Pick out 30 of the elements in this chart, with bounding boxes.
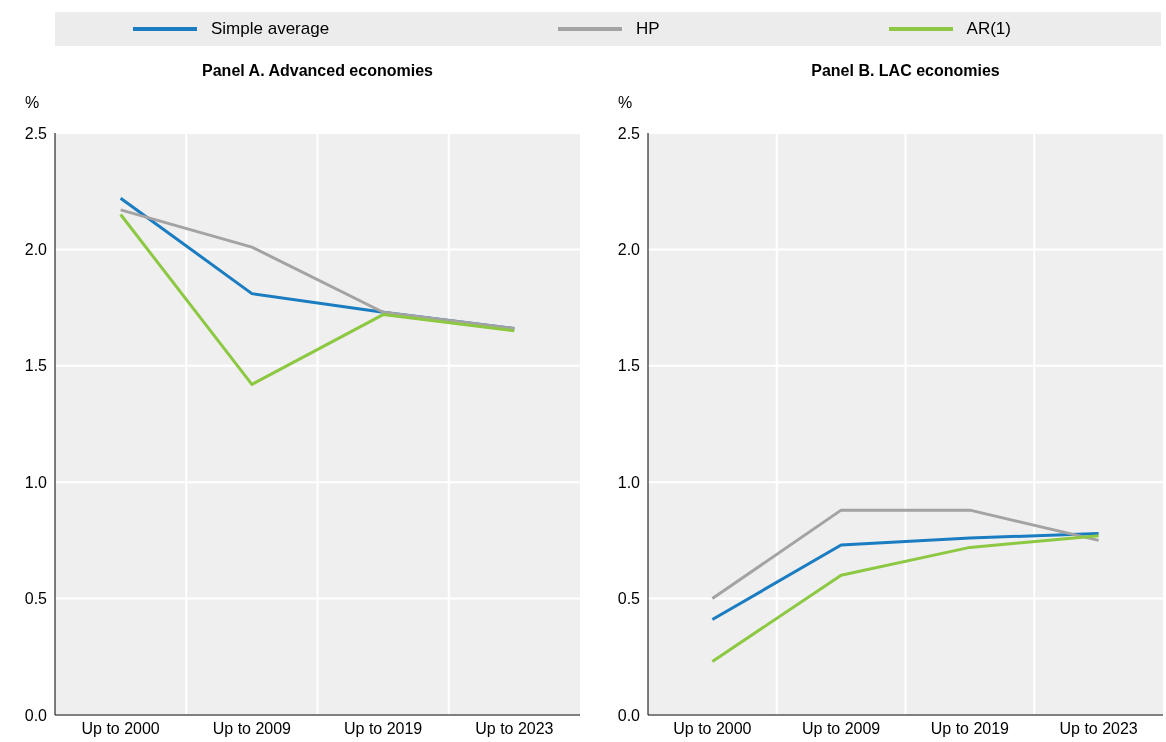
y-tick-label: 2.5 <box>24 124 48 142</box>
y-tick-label: 2.0 <box>617 241 641 259</box>
y-tick-label: 1.5 <box>24 357 48 375</box>
chart-title: Panel B. LAC economies <box>810 62 1001 80</box>
legend-label: Simple average <box>211 19 330 39</box>
line-series <box>710 531 1101 622</box>
y-tick-label: 0.5 <box>24 590 48 608</box>
legend-label: AR(1) <box>966 19 1011 39</box>
y-axis-title: % <box>618 94 633 112</box>
y-tick-label: 2.0 <box>24 241 48 259</box>
x-tick-label: Up to 2009 <box>212 720 292 738</box>
y-tick-label: 0.0 <box>24 706 48 724</box>
y-tick-label: 0.0 <box>617 706 641 724</box>
chart-title: Panel A. Advanced economies <box>201 62 434 80</box>
line-series <box>119 212 516 386</box>
y-tick-label: 0.5 <box>617 590 641 608</box>
x-tick-label: Up to 2019 <box>930 720 1010 738</box>
y-tick-label: 1.0 <box>617 473 641 491</box>
y-tick-label: 1.5 <box>617 357 641 375</box>
line-series <box>710 534 1101 663</box>
y-tick-label: 1.0 <box>24 473 48 491</box>
x-tick-label: Up to 2009 <box>801 720 881 738</box>
x-tick-label: Up to 2023 <box>475 720 554 738</box>
x-tick-label: Up to 2019 <box>343 720 423 738</box>
y-axis-title: % <box>25 94 40 112</box>
x-tick-label: Up to 2023 <box>1059 720 1138 738</box>
x-tick-label: Up to 2000 <box>673 720 752 738</box>
legend-label: HP <box>636 19 660 39</box>
x-tick-label: Up to 2000 <box>81 720 160 738</box>
y-tick-label: 2.5 <box>617 124 641 142</box>
